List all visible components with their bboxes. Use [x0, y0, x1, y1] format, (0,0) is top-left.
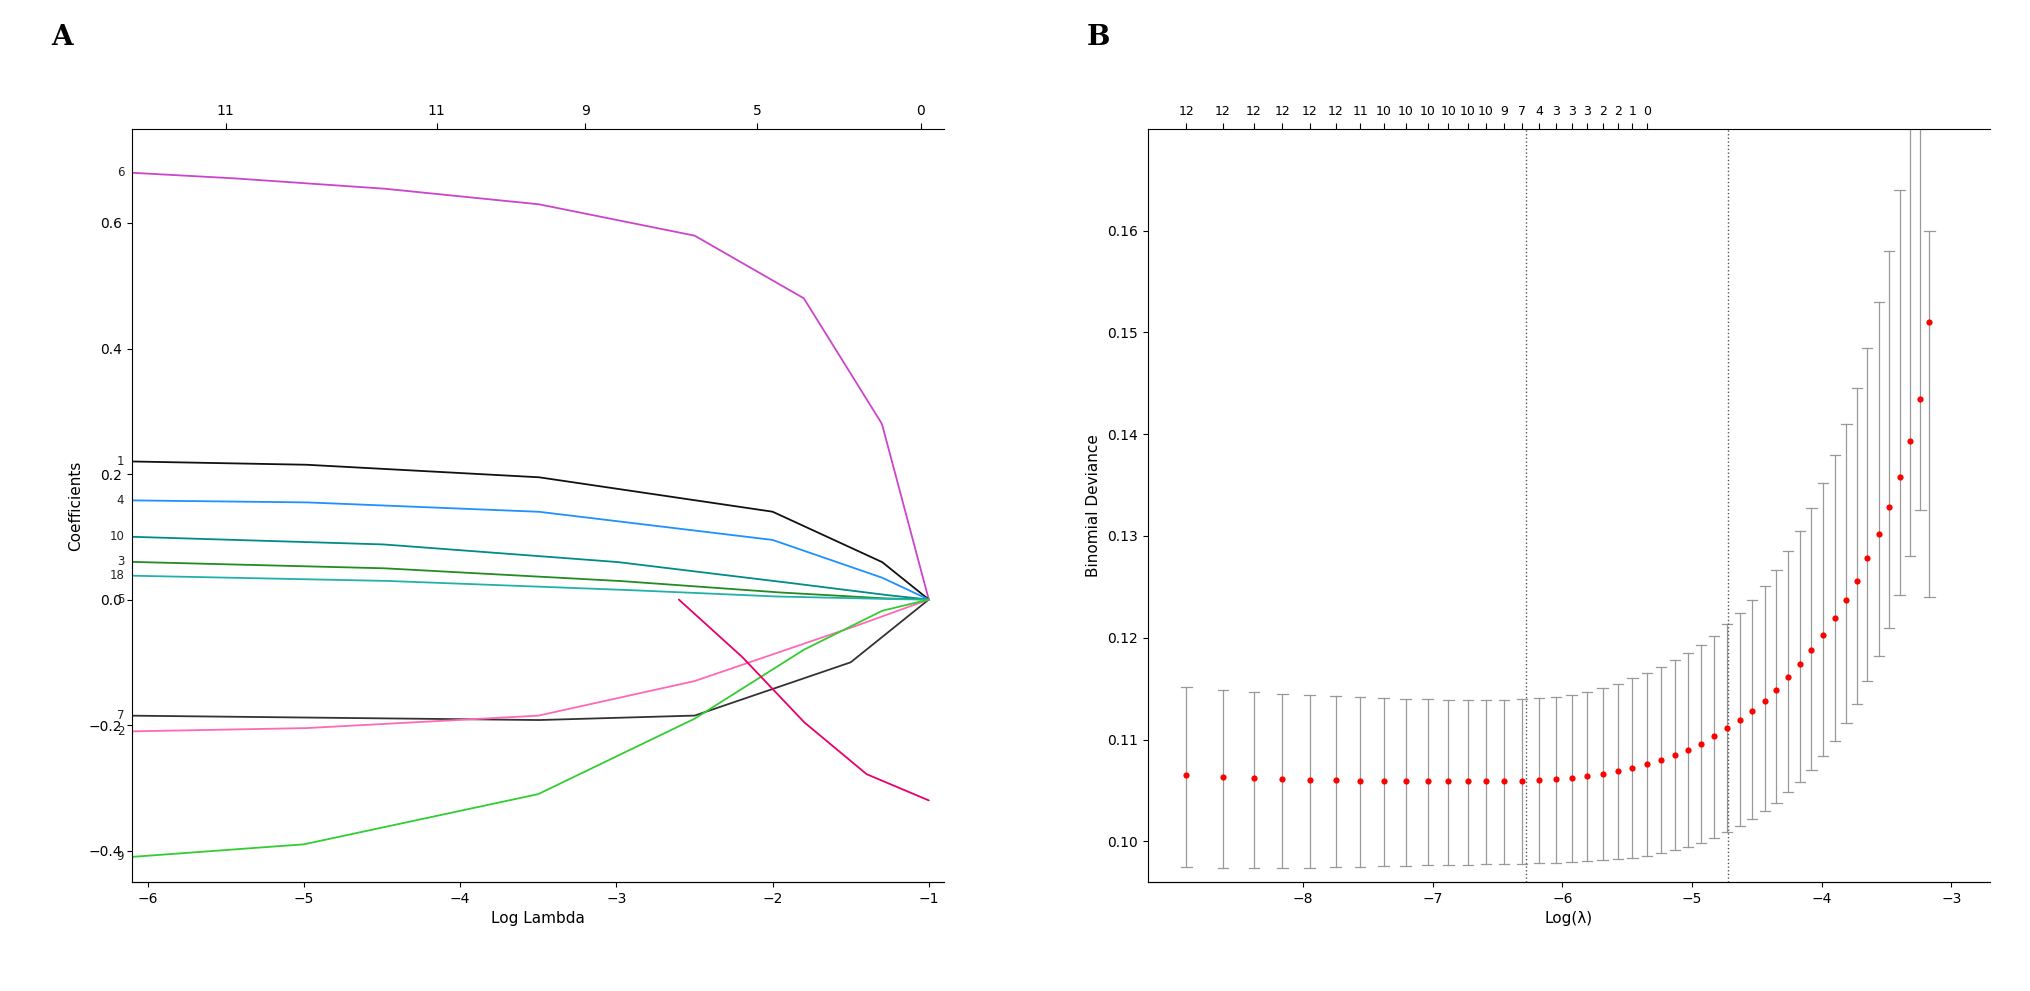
Text: 18: 18: [110, 569, 124, 582]
Point: [1760, 682, 1792, 698]
Point: [1882, 469, 1914, 485]
Text: 10: 10: [110, 530, 124, 543]
Y-axis label: Binomial Deviance: Binomial Deviance: [1086, 434, 1100, 577]
Point: [1585, 766, 1618, 782]
Point: [1411, 773, 1443, 789]
Text: 9: 9: [116, 850, 124, 863]
Point: [1320, 772, 1352, 788]
Point: [1236, 770, 1269, 786]
Point: [1748, 693, 1780, 709]
Point: [1206, 769, 1238, 785]
Point: [1569, 768, 1602, 784]
Y-axis label: Coefficients: Coefficients: [69, 460, 83, 551]
Point: [1506, 773, 1539, 789]
Point: [1723, 713, 1756, 728]
Point: [1644, 752, 1677, 768]
Point: [1293, 772, 1326, 788]
Point: [1265, 771, 1297, 787]
Point: [1839, 573, 1872, 589]
Point: [1616, 760, 1648, 776]
Point: [1709, 720, 1742, 736]
X-axis label: Log(λ): Log(λ): [1545, 912, 1592, 927]
Point: [1671, 741, 1703, 757]
Point: [1659, 747, 1691, 763]
Text: 1: 1: [116, 455, 124, 468]
Point: [1389, 773, 1421, 789]
Point: [1770, 670, 1803, 686]
Point: [1522, 772, 1555, 788]
Text: 4: 4: [116, 494, 124, 506]
Point: [1817, 610, 1849, 626]
Point: [1630, 756, 1663, 772]
Point: [1904, 390, 1937, 406]
Point: [1862, 526, 1894, 542]
X-axis label: Log Lambda: Log Lambda: [491, 912, 585, 927]
Point: [1366, 773, 1399, 789]
Text: 3: 3: [118, 555, 124, 569]
Point: [1872, 499, 1904, 515]
Point: [1829, 593, 1862, 608]
Text: 6: 6: [116, 166, 124, 179]
Point: [1431, 773, 1464, 789]
Point: [1912, 314, 1945, 330]
Text: A: A: [51, 24, 73, 51]
Point: [1782, 656, 1815, 672]
Point: [1602, 763, 1634, 779]
Point: [1685, 735, 1717, 751]
Point: [1344, 773, 1376, 789]
Point: [1539, 771, 1571, 787]
Point: [1470, 773, 1502, 789]
Point: [1555, 770, 1587, 786]
Point: [1892, 433, 1924, 449]
Point: [1807, 626, 1839, 642]
Point: [1169, 767, 1202, 783]
Text: B: B: [1086, 24, 1110, 51]
Text: 7: 7: [116, 710, 124, 722]
Text: 5: 5: [118, 593, 124, 606]
Point: [1697, 728, 1730, 744]
Point: [1795, 642, 1827, 658]
Point: [1488, 773, 1520, 789]
Text: 2: 2: [116, 724, 124, 738]
Point: [1736, 703, 1768, 718]
Point: [1451, 773, 1484, 789]
Point: [1849, 550, 1882, 566]
